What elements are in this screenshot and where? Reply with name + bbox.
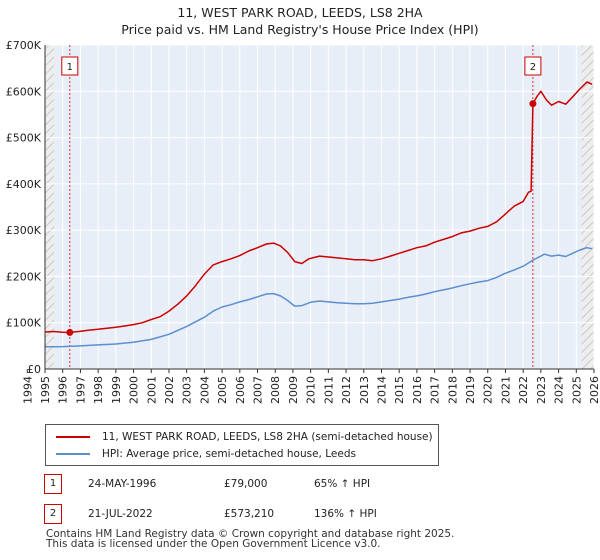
- marker-badge-1: [61, 56, 79, 76]
- x-tick-label: 2004: [198, 376, 211, 404]
- x-tick-label: 2013: [358, 376, 371, 404]
- x-tick-label: 1994: [21, 376, 34, 404]
- x-tick-label: 2025: [570, 376, 583, 404]
- transaction-badge: 2: [44, 504, 62, 524]
- hatched-region-1: [45, 45, 54, 369]
- x-tick-label: 2002: [163, 376, 176, 404]
- marker-badge-label-1: 1: [67, 62, 73, 73]
- x-tick-label: 2003: [181, 376, 194, 404]
- y-tick-label: £500K: [6, 132, 42, 145]
- y-tick-label: £0: [27, 363, 41, 376]
- y-tick-label: £300K: [6, 224, 42, 237]
- footer-line-1: Contains HM Land Registry data © Crown c…: [46, 528, 455, 540]
- x-tick-label: 2021: [499, 376, 512, 404]
- x-tick-label: 2008: [269, 376, 282, 404]
- x-tick-label: 2012: [340, 376, 353, 404]
- y-tick-label: £700K: [6, 39, 42, 52]
- chart-title: 11, WEST PARK ROAD, LEEDS, LS8 2HA Price…: [0, 4, 600, 38]
- x-tick-label: 2005: [216, 376, 229, 404]
- price-chart: £0 £100K £200K £300K £400K £500K £600K £700K 199…: [6, 39, 600, 404]
- x-tick-label: 2018: [446, 376, 459, 404]
- footer: Contains HM Land Registry data © Crown c…: [46, 528, 455, 550]
- property-price-line: [45, 81, 593, 334]
- hatched-region-2: [581, 45, 594, 369]
- transaction-price: £573,210: [224, 508, 275, 520]
- transaction-date: 21-JUL-2022: [88, 508, 153, 520]
- x-tick-label: 1999: [110, 376, 123, 404]
- legend-swatch-property: [56, 436, 90, 438]
- x-tick-label: 2007: [252, 376, 265, 404]
- x-tick-label: 2001: [145, 376, 158, 404]
- hpi-line: [45, 246, 593, 348]
- x-tick-label: 2000: [128, 376, 141, 404]
- x-tick-label: 2026: [588, 376, 600, 404]
- x-tick-label: 2006: [234, 376, 247, 404]
- x-tick-label: 2015: [393, 376, 406, 404]
- x-tick-label: 2024: [553, 376, 566, 404]
- sale-point-2: [529, 100, 537, 108]
- marker-badge-2: [524, 56, 542, 76]
- footer-line-2: This data is licensed under the Open Gov…: [46, 538, 381, 550]
- legend: 11, WEST PARK ROAD, LEEDS, LS8 2HA (semi…: [45, 424, 439, 466]
- marker-badge-label-2: 2: [530, 62, 536, 73]
- legend-label-property: 11, WEST PARK ROAD, LEEDS, LS8 2HA (semi…: [102, 431, 433, 443]
- y-tick-label: £600K: [6, 85, 42, 98]
- y-tick-label: £100K: [6, 317, 42, 330]
- sale-point-1: [66, 328, 74, 336]
- x-tick-label: 2016: [411, 376, 424, 404]
- y-tick-label: £200K: [6, 270, 42, 283]
- transaction-badge: 1: [44, 474, 62, 494]
- x-tick-label: 2014: [375, 376, 388, 404]
- transaction-hpi: 65% ↑ HPI: [314, 478, 371, 490]
- title-line-1: 11, WEST PARK ROAD, LEEDS, LS8 2HA: [177, 5, 423, 20]
- title-line-2: Price paid vs. HM Land Registry's House …: [121, 22, 479, 37]
- legend-swatch-hpi: [56, 453, 90, 455]
- x-tick-label: 2022: [517, 376, 530, 404]
- plot-area: [45, 45, 594, 369]
- transaction-date: 24-MAY-1996: [88, 478, 157, 490]
- x-tick-label: 2011: [322, 376, 335, 404]
- transaction-hpi: 136% ↑ HPI: [314, 508, 377, 520]
- x-tick-label: 1998: [92, 376, 105, 404]
- x-tick-label: 2010: [305, 376, 318, 404]
- x-tick-label: 1997: [74, 376, 87, 404]
- x-tick-label: 2019: [464, 376, 477, 404]
- x-tick-label: 2023: [535, 376, 548, 404]
- x-tick-label: 1996: [57, 376, 70, 404]
- x-tick-label: 2009: [287, 376, 300, 404]
- x-tick-label: 2020: [482, 376, 495, 404]
- legend-label-hpi: HPI: Average price, semi-detached house,…: [102, 448, 356, 460]
- x-tick-label: 1995: [39, 376, 52, 404]
- x-tick-label: 2017: [429, 376, 442, 404]
- y-tick-label: £400K: [6, 178, 42, 191]
- transaction-price: £79,000: [224, 478, 268, 490]
